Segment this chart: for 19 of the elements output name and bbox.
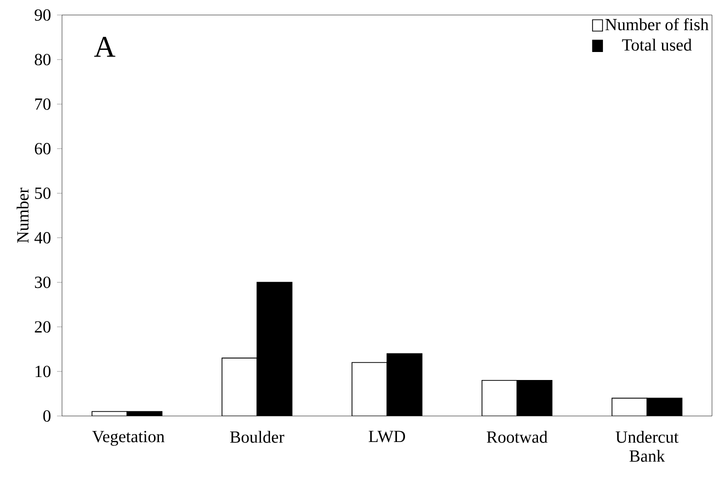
y-tick-label: 0	[43, 410, 50, 422]
legend-label: Total used	[622, 38, 692, 51]
x-tick-label: Boulder	[230, 430, 284, 443]
x-tick-label: Undercut Bank	[616, 430, 679, 462]
y-tick-label: 80	[34, 54, 50, 66]
legend-label: Number of fish	[605, 18, 709, 30]
y-tick-label: 60	[34, 142, 50, 154]
y-tick-label: 40	[34, 232, 50, 244]
y-tick-label: 30	[34, 276, 50, 288]
x-tick-label: Vegetation	[92, 430, 164, 446]
y-tick-label: 50	[35, 187, 50, 199]
y-tick-label: 90	[34, 9, 50, 21]
x-tick-label: LWD	[368, 430, 406, 442]
y-tick-label: 20	[34, 321, 50, 333]
y-tick-label: 70	[35, 98, 50, 110]
y-tick-label: 10	[36, 366, 50, 378]
x-tick-label: Rootwad	[486, 430, 548, 443]
annotation: A	[94, 36, 116, 57]
y-axis-title: Number	[16, 188, 29, 243]
